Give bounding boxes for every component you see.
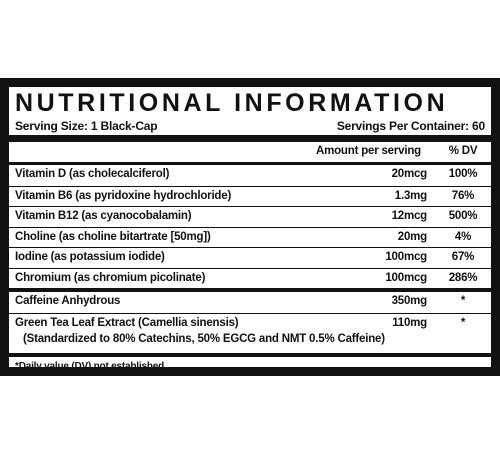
nutrient-amount: 1.3mg bbox=[394, 189, 427, 202]
nutrient-dv: 67% bbox=[451, 251, 475, 263]
nutrient-amount: 100mcg bbox=[385, 251, 427, 263]
nutrition-label: NUTRITIONAL INFORMATION Serving Size: 1 … bbox=[0, 78, 500, 376]
nutrient-row: Chromium (as chromium picolinate) 100mcg 2… bbox=[9, 267, 491, 290]
nutrient-row: Vitamin B6 (as pyridoxine hydrochloride)… bbox=[9, 185, 491, 208]
nutrient-name: Vitamin D (as cholecalciferol) bbox=[15, 168, 170, 180]
nutrient-amount: 100mcg bbox=[385, 271, 427, 284]
nutrient-name: Green Tea Leaf Extract (Camellia sinensi… bbox=[15, 316, 239, 329]
nutrient-dv: 4% bbox=[454, 230, 472, 243]
serving-size: Serving Size: 1 Black-Cap bbox=[15, 119, 158, 133]
nutrient-dv: 76% bbox=[451, 189, 475, 202]
nutrient-row: Choline (as choline bitartrate [50mg]) 20… bbox=[9, 226, 491, 249]
nutrient-dv: * bbox=[460, 295, 466, 307]
nutrient-name: Caffeine Anhydrous bbox=[15, 295, 121, 307]
divider bbox=[9, 352, 491, 357]
nutrient-name: Chromium (as chromium picolinate) bbox=[15, 271, 206, 284]
nutrient-amount: 20mg bbox=[397, 230, 427, 243]
nutrient-name: Vitamin B12 (as cyanocobalamin) bbox=[15, 210, 192, 222]
nutrient-name: Iodine (as potassium iodide) bbox=[15, 251, 165, 263]
nutrient-amount: 350mg bbox=[391, 295, 428, 307]
column-label: % DV bbox=[448, 145, 478, 157]
column-header: Amount per serving % DV bbox=[9, 142, 491, 162]
divider bbox=[9, 135, 491, 142]
servings-per-container: Servings Per Container: 60 bbox=[336, 119, 485, 133]
nutrient-dv: 100% bbox=[448, 168, 478, 180]
nutrient-name: Vitamin B6 (as pyridoxine hydrochloride) bbox=[15, 189, 232, 202]
footnote: *Daily value (DV) not established bbox=[15, 360, 164, 372]
nutrient-dv: 286% bbox=[448, 271, 478, 284]
nutrient-note: (Standardized to 80% Catechins, 50% EGCG… bbox=[23, 332, 385, 345]
nutrient-amount: 110mg bbox=[392, 316, 427, 329]
divider bbox=[9, 288, 491, 292]
nutrient-row: Vitamin D (as cholecalciferol) 20mcg 100% bbox=[9, 165, 491, 186]
nutrient-row: Iodine (as potassium iodide) 100mcg 67% bbox=[9, 247, 491, 269]
nutrient-amount: 20mcg bbox=[391, 168, 428, 180]
nutrient-row: Green Tea Leaf Extract (Camellia sinensi… bbox=[9, 312, 491, 352]
nutrient-dv: 500% bbox=[448, 210, 478, 222]
label-title: NUTRITIONAL INFORMATION bbox=[15, 89, 449, 117]
nutrient-dv: * bbox=[460, 316, 466, 329]
divider bbox=[9, 162, 491, 165]
nutrient-amount: 12mcg bbox=[391, 210, 428, 222]
nutrient-name: Choline (as choline bitartrate [50mg]) bbox=[15, 230, 211, 243]
column-label: Amount per serving bbox=[315, 145, 421, 157]
nutrient-row: Vitamin B12 (as cyanocobalamin) 12mcg 500% bbox=[9, 206, 491, 228]
nutrient-row: Caffeine Anhydrous 350mg * bbox=[9, 292, 491, 313]
